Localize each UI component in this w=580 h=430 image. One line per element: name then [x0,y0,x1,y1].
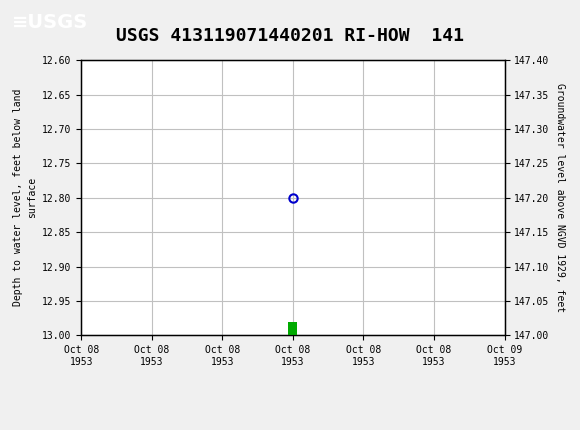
Y-axis label: Groundwater level above NGVD 1929, feet: Groundwater level above NGVD 1929, feet [555,83,565,312]
Y-axis label: Depth to water level, feet below land
surface: Depth to water level, feet below land su… [13,89,37,307]
Text: USGS 413119071440201 RI-HOW  141: USGS 413119071440201 RI-HOW 141 [116,27,464,45]
Text: ≡USGS: ≡USGS [12,13,88,32]
Legend: Period of approved data: Period of approved data [206,427,380,430]
Bar [288,322,298,335]
